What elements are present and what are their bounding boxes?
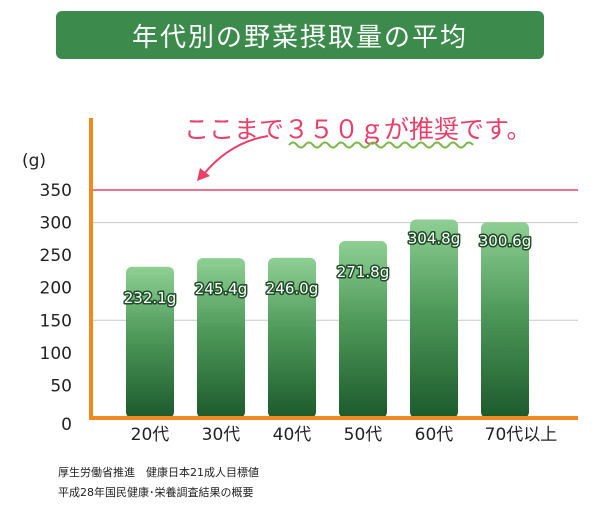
source-note-2: 平成28年国民健康･栄養調査結果の概要: [58, 486, 254, 499]
bar-value-label: 300.6g: [479, 232, 531, 250]
target-annotation: ここまで３５０ｇが推奨です。: [184, 115, 532, 144]
source-note: 厚生労働省推進 健康日本21成人目標値: [58, 466, 259, 479]
bar-value-label: 304.8g: [408, 229, 460, 247]
annotation-arrowhead: [197, 168, 210, 181]
x-tick-label: 50代: [344, 425, 383, 445]
annotation-arrow: [202, 135, 269, 176]
y-tick-label: 0: [61, 415, 72, 435]
y-tick-label: 100: [40, 344, 72, 364]
x-tick-label: 60代: [415, 425, 454, 445]
bar: [126, 266, 174, 418]
bar-value-label: 232.1g: [124, 289, 176, 307]
x-tick-label: 70代以上: [485, 425, 558, 445]
value-labels: 232.1g 20代 245.4g 30代 246.0g 40代 271.8g 50代 304.…: [40, 181, 558, 445]
bar-value-label: 271.8g: [337, 263, 389, 281]
bar: [268, 257, 316, 418]
y-tick-label: 150: [40, 311, 72, 331]
y-tick-label: 350: [40, 181, 72, 201]
bar: [339, 240, 387, 418]
bar-value-label: 246.0g: [266, 280, 318, 298]
x-tick-label: 40代: [273, 425, 312, 445]
axes: [89, 118, 578, 420]
bars: [126, 219, 529, 418]
x-tick-label: 20代: [131, 425, 170, 445]
chart-title: 年代別の野菜摂取量の平均: [131, 22, 468, 53]
y-tick-label: 300: [40, 214, 72, 234]
bar: [481, 222, 529, 418]
y-axis-unit-label: (g): [22, 151, 46, 171]
bar: [197, 258, 245, 418]
target-annotation-squiggle: [288, 141, 474, 149]
y-tick-label: 200: [40, 279, 72, 299]
x-tick-label: 30代: [202, 425, 241, 445]
y-tick-label: 50: [50, 376, 72, 396]
bar: [410, 219, 458, 418]
bar-value-label: 245.4g: [195, 280, 247, 298]
y-tick-label: 250: [40, 246, 72, 266]
title-banner: 年代別の野菜摂取量の平均: [56, 11, 544, 59]
